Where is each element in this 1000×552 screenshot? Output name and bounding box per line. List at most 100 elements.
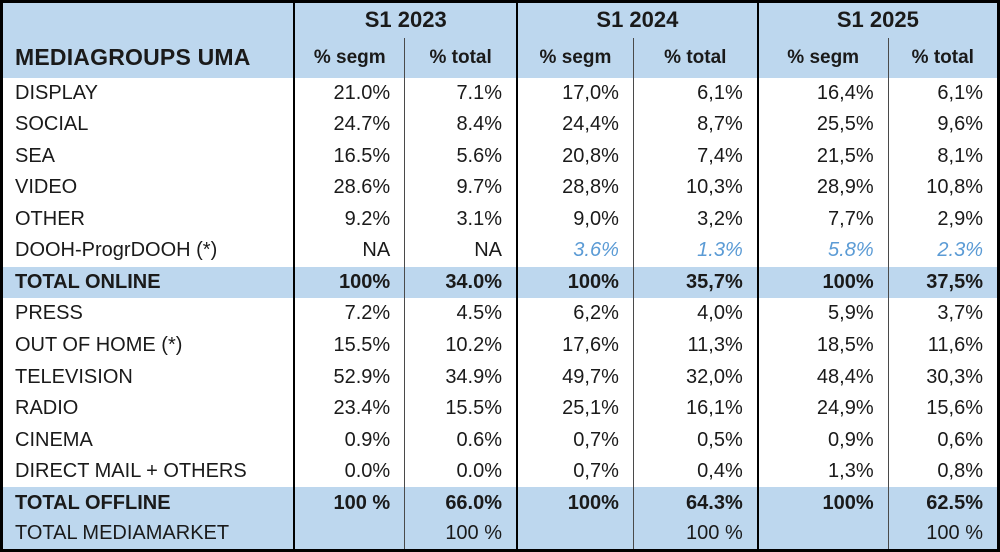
table-row-press: PRESS 7.2% 4.5% 6,2% 4,0% 5,9% 3,7% bbox=[2, 298, 999, 330]
cell: 10,3% bbox=[632, 172, 758, 204]
table-row-total-offline: TOTAL OFFLINE 100 % 66.0% 100% 64.3% 100… bbox=[1, 487, 999, 519]
cell: 25,1% bbox=[516, 392, 634, 425]
cell: 25,5% bbox=[756, 109, 889, 141]
table-row-cinema: CINEMA 0.9% 0.6% 0,7% 0,5% 0,9% 0,6% bbox=[2, 424, 999, 456]
cell: 3,2% bbox=[632, 203, 758, 236]
cell: 64.3% bbox=[632, 487, 758, 519]
cell: NA bbox=[293, 235, 405, 267]
cell: 0,7% bbox=[516, 424, 634, 456]
cell: 7.1% bbox=[404, 77, 518, 110]
subheader-total-2024: % total bbox=[632, 37, 758, 78]
cell: 4.5% bbox=[404, 298, 518, 330]
cell: 10.2% bbox=[404, 329, 518, 362]
cell: 32,0% bbox=[632, 361, 758, 393]
cell: 10,8% bbox=[887, 172, 999, 204]
table-row-display: DISPLAY 21.0% 7.1% 17,0% 6,1% 16,4% 6,1% bbox=[2, 77, 999, 110]
cell: 34.9% bbox=[404, 361, 518, 393]
cell: 16.5% bbox=[293, 140, 405, 173]
cell: NA bbox=[404, 235, 518, 267]
cell: 9,6% bbox=[887, 109, 999, 141]
cell: 100% bbox=[756, 266, 889, 299]
cell: 0,5% bbox=[632, 424, 758, 456]
row-label: DISPLAY bbox=[15, 81, 98, 104]
cell: 1.3% bbox=[632, 235, 758, 267]
cell: 20,8% bbox=[516, 140, 634, 173]
cell: 5,9% bbox=[756, 298, 889, 330]
row-label: TOTAL ONLINE bbox=[1, 266, 295, 299]
row-label: SEA bbox=[15, 144, 56, 167]
header-years-row: MEDIAGROUPS UMA S1 2023 S1 2024 S1 2025 bbox=[1, 1, 999, 78]
cell: 100 % bbox=[632, 518, 758, 551]
cell: 17,0% bbox=[516, 77, 634, 110]
row-label: CINEMA bbox=[15, 428, 93, 451]
cell: 18,5% bbox=[756, 329, 889, 362]
table-row-other: OTHER 9.2% 3.1% 9,0% 3,2% 7,7% 2,9% bbox=[2, 203, 999, 236]
table-row-sea: SEA 16.5% 5.6% 20,8% 7,4% 21,5% 8,1% bbox=[2, 140, 999, 173]
cell: 24,4% bbox=[516, 109, 634, 141]
table-row-radio: RADIO 23.4% 15.5% 25,1% 16,1% 24,9% 15,6… bbox=[2, 392, 999, 425]
cell: 100% bbox=[293, 266, 405, 299]
cell: 23.4% bbox=[293, 392, 405, 425]
cell: 62.5% bbox=[887, 487, 999, 519]
cell: 2,9% bbox=[887, 203, 999, 236]
cell: 0.9% bbox=[293, 424, 405, 456]
cell: 4,0% bbox=[632, 298, 758, 330]
cell: 30,3% bbox=[887, 361, 999, 393]
cell: 24,9% bbox=[756, 392, 889, 425]
cell: 15.5% bbox=[293, 329, 405, 362]
cell: 7,7% bbox=[756, 203, 889, 236]
cell: 9,0% bbox=[516, 203, 634, 236]
cell: 0,4% bbox=[632, 455, 758, 488]
subheader-segm-2023: % segm bbox=[293, 37, 405, 78]
cell: 3.1% bbox=[404, 203, 518, 236]
cell: 0.6% bbox=[404, 424, 518, 456]
row-label: TOTAL MEDIAMARKET bbox=[1, 518, 295, 551]
row-label: TELEVISION bbox=[15, 365, 133, 388]
cell: 11,3% bbox=[632, 329, 758, 362]
cell: 16,4% bbox=[756, 77, 889, 110]
subheader-total-2025: % total bbox=[887, 37, 999, 78]
cell: 6,1% bbox=[887, 77, 999, 110]
cell bbox=[293, 518, 405, 551]
cell: 5.6% bbox=[404, 140, 518, 173]
row-label: DOOH-ProgrDOOH (*) bbox=[15, 239, 218, 262]
year-header-s1-2024: S1 2024 bbox=[516, 1, 758, 38]
cell: 0.0% bbox=[404, 455, 518, 488]
cell: 28,8% bbox=[516, 172, 634, 204]
cell: 0,8% bbox=[887, 455, 999, 488]
cell: 100% bbox=[516, 266, 634, 299]
cell: 9.2% bbox=[293, 203, 405, 236]
cell: 7.2% bbox=[293, 298, 405, 330]
subheader-total-2023: % total bbox=[404, 37, 518, 78]
cell: 6,1% bbox=[632, 77, 758, 110]
table-row-out-of-home: OUT OF HOME (*) 15.5% 10.2% 17,6% 11,3% … bbox=[2, 329, 999, 362]
cell bbox=[756, 518, 889, 551]
cell: 100 % bbox=[404, 518, 518, 551]
cell: 66.0% bbox=[404, 487, 518, 519]
table-row-social: SOCIAL 24.7% 8.4% 24,4% 8,7% 25,5% 9,6% bbox=[2, 109, 999, 141]
cell: 11,6% bbox=[887, 329, 999, 362]
cell: 100% bbox=[756, 487, 889, 519]
cell: 49,7% bbox=[516, 361, 634, 393]
row-label: PRESS bbox=[15, 302, 83, 325]
cell: 28,9% bbox=[756, 172, 889, 204]
cell bbox=[516, 518, 634, 551]
cell: 100 % bbox=[887, 518, 999, 551]
cell: 2.3% bbox=[887, 235, 999, 267]
table-title: MEDIAGROUPS UMA bbox=[1, 1, 295, 78]
table-row-direct-mail-others: DIRECT MAIL + OTHERS 0.0% 0.0% 0,7% 0,4%… bbox=[2, 455, 999, 488]
row-label: OTHER bbox=[15, 207, 85, 230]
subheader-segm-2024: % segm bbox=[516, 37, 634, 78]
cell: 37,5% bbox=[887, 266, 999, 299]
cell: 35,7% bbox=[632, 266, 758, 299]
cell: 34.0% bbox=[404, 266, 518, 299]
table-row-dooh-progrdooh: DOOH-ProgrDOOH (*) NA NA 3.6% 1.3% 5.8% … bbox=[2, 235, 999, 267]
cell: 100 % bbox=[293, 487, 405, 519]
cell: 7,4% bbox=[632, 140, 758, 173]
cell: 24.7% bbox=[293, 109, 405, 141]
header-subcolumns-row: % segm % total % segm % total % segm % t… bbox=[2, 37, 999, 78]
row-label: SOCIAL bbox=[15, 113, 89, 136]
cell: 52.9% bbox=[293, 361, 405, 393]
